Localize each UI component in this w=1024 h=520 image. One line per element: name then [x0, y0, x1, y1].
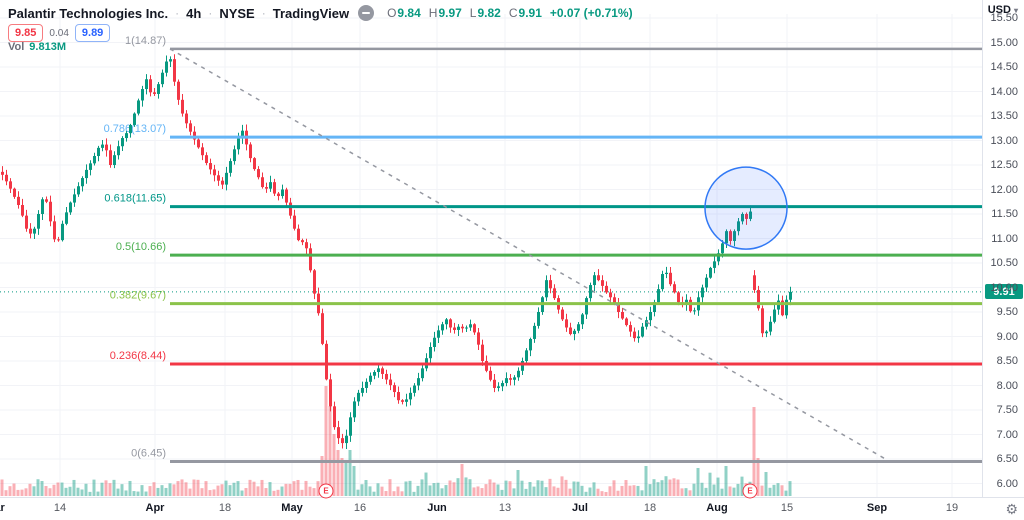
highlight-circle-annotation[interactable]: [704, 166, 788, 250]
svg-text:0(6.45): 0(6.45): [131, 447, 166, 459]
currency-dropdown[interactable]: USD ▾: [987, 4, 1018, 16]
open-label: O: [387, 6, 397, 20]
time-tick: May: [281, 502, 303, 514]
buy-button[interactable]: 9.89: [74, 24, 111, 42]
price-tick: 6.00: [996, 477, 1018, 490]
price-tick: 12.50: [990, 159, 1018, 171]
price-tick: 10.00: [990, 281, 1018, 294]
minus-icon: [362, 12, 371, 14]
svg-text:1(14.87): 1(14.87): [125, 35, 166, 47]
close-label: C: [508, 6, 518, 20]
price-tick: 14.50: [990, 61, 1018, 73]
separator: ·: [261, 6, 266, 20]
price-tick: 12.00: [990, 183, 1018, 196]
volume-legend: Vol 9.813M: [8, 41, 66, 53]
price-tick: 8.00: [996, 379, 1018, 392]
time-tick: 14: [53, 502, 67, 514]
price-tick: 11.00: [991, 232, 1018, 245]
time-tick: Apr: [145, 502, 165, 514]
fib-labels: 1(14.87) 0.786(13.07) 0.618(11.65) 0.5(10.6…: [104, 35, 166, 460]
volume-series: [0, 386, 792, 496]
price-tick: 7.00: [996, 428, 1018, 441]
earnings-marker-icon[interactable]: E: [318, 483, 334, 499]
interval-label[interactable]: 4h: [186, 5, 202, 21]
open-value: 9.84: [397, 6, 421, 20]
svg-text:0.382(9.67): 0.382(9.67): [110, 290, 166, 302]
price-tick: 6.50: [996, 453, 1018, 465]
exchange-label: NYSE: [219, 5, 255, 21]
earnings-marker-icon[interactable]: E: [742, 483, 758, 499]
price-tick: 9.50: [996, 306, 1018, 318]
ohlc-readout: O 9.84 H 9.97 L 9.82 C 9.91 +0.07 (+0.71%): [387, 6, 633, 20]
change-value: +0.07 (+0.71%): [549, 6, 633, 20]
buy-sell-row: 9.85 0.04 9.89: [8, 24, 111, 42]
svg-text:0.618(11.65): 0.618(11.65): [104, 193, 166, 205]
price-tick: 15.50: [990, 12, 1018, 24]
gear-icon[interactable]: ⚙: [1005, 501, 1018, 517]
time-axis[interactable]: ⚙ Mar 14 Apr 18 May 16 Jun 13 Jul 18 Aug 15 Sep 19: [0, 497, 1024, 520]
price-tick: 9.00: [996, 330, 1018, 343]
trendline[interactable]: [169, 48, 889, 462]
chevron-down-icon: ▾: [1013, 6, 1018, 15]
time-tick: 13: [498, 502, 512, 514]
fib-retracement-lines[interactable]: [170, 47, 982, 463]
close-value: 9.91: [518, 6, 542, 20]
time-tick: Mar: [0, 502, 5, 514]
time-tick: Jul: [572, 502, 588, 514]
price-tick: 10.50: [990, 257, 1018, 269]
price-tick: 14.00: [990, 85, 1018, 98]
symbol-title[interactable]: Palantir Technologies Inc.: [8, 5, 169, 21]
time-tick: 15: [780, 502, 794, 514]
time-tick: 18: [643, 502, 657, 514]
price-tick: 7.50: [996, 404, 1018, 416]
svg-text:0.236(8.44): 0.236(8.44): [110, 350, 166, 362]
price-tick: 11.50: [991, 208, 1018, 220]
price-tick: 13.50: [990, 110, 1018, 122]
high-label: H: [428, 6, 438, 20]
price-tick: 15.00: [990, 36, 1018, 49]
sell-button[interactable]: 9.85: [8, 24, 44, 42]
separator: ·: [175, 6, 180, 20]
svg-text:0.5(10.66): 0.5(10.66): [116, 241, 166, 253]
time-tick: 18: [218, 502, 232, 514]
svg-text:0.786(13.07): 0.786(13.07): [104, 123, 166, 135]
tradingview-brand-link[interactable]: TradingView: [272, 5, 350, 21]
low-label: L: [469, 6, 477, 20]
time-tick: Sep: [866, 502, 888, 514]
volume-label: Vol: [8, 41, 25, 53]
volume-value: 9.813M: [29, 41, 66, 53]
time-tick: 19: [945, 502, 959, 514]
low-value: 9.82: [477, 6, 501, 20]
separator: ·: [208, 6, 213, 20]
last-price-badge: 9.91: [985, 284, 1023, 300]
collapse-legend-button[interactable]: [358, 5, 375, 21]
chart-header: Palantir Technologies Inc. · 4h · NYSE ·…: [8, 4, 633, 22]
time-tick: Jun: [427, 502, 447, 514]
time-tick: 16: [353, 502, 367, 514]
price-tick: 13.00: [990, 134, 1018, 147]
price-axis[interactable]: USD ▾ 9.91 15.50 15.00 14.50 14.00 13.50 13.0…: [982, 0, 1024, 497]
price-tick: 8.50: [996, 355, 1018, 367]
high-value: 9.97: [438, 6, 462, 20]
time-tick: Aug: [706, 502, 728, 514]
spread-value: 0.04: [49, 27, 69, 39]
